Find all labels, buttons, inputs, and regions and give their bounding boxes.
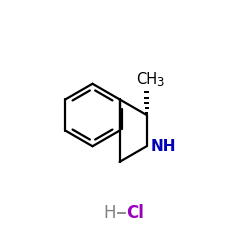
Text: Cl: Cl bbox=[126, 204, 144, 222]
Text: NH: NH bbox=[150, 139, 176, 154]
Text: 3: 3 bbox=[156, 76, 164, 90]
Text: CH: CH bbox=[136, 72, 157, 88]
Text: H: H bbox=[104, 204, 116, 222]
